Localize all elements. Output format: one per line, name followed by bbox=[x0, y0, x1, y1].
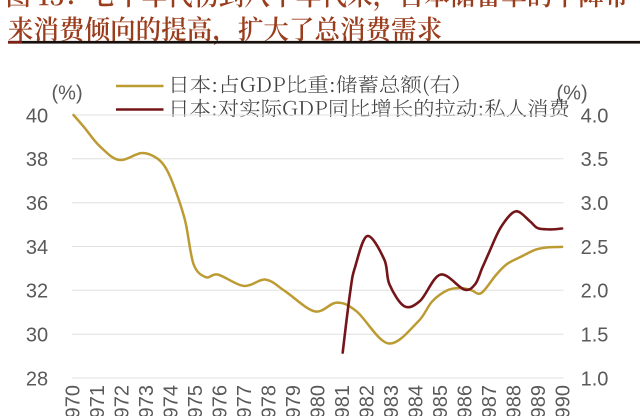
svg-text:(%): (%) bbox=[557, 83, 588, 105]
svg-text:1970: 1970 bbox=[63, 385, 85, 416]
svg-text:2.5: 2.5 bbox=[581, 237, 609, 259]
svg-text:38: 38 bbox=[26, 149, 48, 171]
svg-text:32: 32 bbox=[26, 281, 48, 303]
svg-text:1977: 1977 bbox=[234, 385, 256, 416]
svg-text:3.0: 3.0 bbox=[581, 193, 609, 215]
svg-text:1990: 1990 bbox=[552, 385, 574, 416]
svg-text:1987: 1987 bbox=[479, 385, 501, 416]
svg-text:3.5: 3.5 bbox=[581, 149, 609, 171]
svg-text:1988: 1988 bbox=[503, 385, 525, 416]
svg-text:36: 36 bbox=[26, 193, 48, 215]
svg-text:34: 34 bbox=[26, 237, 48, 259]
svg-text:1975: 1975 bbox=[185, 385, 207, 416]
svg-text:1984: 1984 bbox=[406, 385, 428, 416]
svg-text:1976: 1976 bbox=[210, 385, 232, 416]
svg-text:1974: 1974 bbox=[161, 385, 183, 416]
svg-text:1979: 1979 bbox=[283, 385, 305, 416]
svg-text:1981: 1981 bbox=[332, 385, 354, 416]
svg-text:1983: 1983 bbox=[381, 385, 403, 416]
svg-text:1986: 1986 bbox=[454, 385, 476, 416]
svg-text:40: 40 bbox=[26, 105, 48, 127]
svg-text:1.0: 1.0 bbox=[581, 368, 609, 390]
svg-text:1.5: 1.5 bbox=[581, 325, 609, 347]
svg-text:1971: 1971 bbox=[87, 385, 109, 416]
svg-text:1985: 1985 bbox=[430, 385, 452, 416]
svg-text:30: 30 bbox=[26, 325, 48, 347]
svg-text:2.0: 2.0 bbox=[581, 281, 609, 303]
svg-text:4.0: 4.0 bbox=[581, 105, 609, 127]
svg-text:1989: 1989 bbox=[528, 385, 550, 416]
svg-text:1982: 1982 bbox=[357, 385, 379, 416]
svg-text:1972: 1972 bbox=[112, 385, 134, 416]
svg-text:(%): (%) bbox=[52, 83, 83, 105]
svg-text:1980: 1980 bbox=[308, 385, 330, 416]
svg-text:28: 28 bbox=[26, 368, 48, 390]
svg-text:1978: 1978 bbox=[259, 385, 281, 416]
svg-text:1973: 1973 bbox=[136, 385, 158, 416]
